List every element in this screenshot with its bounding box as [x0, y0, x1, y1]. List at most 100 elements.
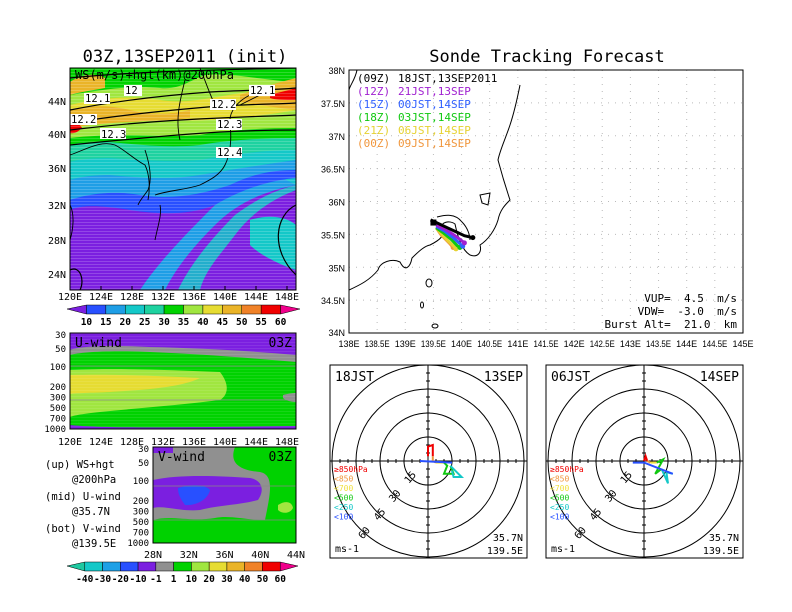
y-tick-label: 35.5N	[321, 230, 345, 240]
colorbar-label: -10	[129, 574, 146, 585]
colorbar-swatch	[155, 561, 174, 572]
legend-utc: (21Z)	[357, 124, 390, 137]
colorbar-swatch	[66, 304, 87, 315]
colorbar-swatch	[279, 561, 299, 572]
x-tick-label: 128E	[120, 292, 144, 303]
hodograph-time: 18JST	[335, 370, 374, 385]
y-tick-label: 24N	[48, 270, 66, 281]
colorbar-swatch	[86, 304, 107, 315]
x-tick-label: 139E	[395, 339, 416, 349]
x-tick-label: 136E	[182, 437, 206, 448]
ws-200hpa-map: 12 12.1 12.1 12.2 12.2 12.3 12.3 12.4	[70, 68, 296, 290]
colorbar-swatch	[144, 304, 165, 315]
y-tick-label: 44N	[48, 97, 66, 108]
x-tick-label: 144E	[676, 339, 697, 349]
landing-point	[461, 240, 467, 246]
note-mid: (mid) U-wind	[45, 491, 121, 503]
colorbar-swatch	[137, 561, 157, 572]
sonde-params: VUP= 4.5 m/s VDW= -3.0 m/s Burst Alt= 21…	[605, 292, 738, 331]
hodograph-segment	[643, 453, 649, 462]
x-tick-label: 144E	[244, 292, 268, 303]
colorbar-swatch	[262, 561, 281, 572]
track-15Z	[435, 225, 464, 248]
v-wind-label: V-wind	[158, 450, 205, 465]
y-tick-label: 34.5N	[321, 296, 345, 306]
colorbar-swatch	[120, 561, 139, 572]
colorbar-label: 10	[81, 317, 93, 328]
legend-jst: 03JST,14SEP	[398, 111, 471, 124]
hodograph-segment	[449, 465, 465, 478]
x-tick-label: 120E	[58, 437, 82, 448]
landing-point	[470, 235, 476, 241]
x-tick-label: 132E	[151, 292, 175, 303]
left-title: 03Z,13SEP2011 (init)	[83, 47, 288, 67]
x-tick-label: 141E	[507, 339, 528, 349]
colorbar-swatch	[208, 561, 228, 572]
x-tick-label: 148E	[275, 292, 299, 303]
y-tick-label: 36.5N	[321, 165, 345, 175]
colorbar-label: 1	[171, 574, 177, 585]
y-tick-label: 200	[133, 497, 149, 507]
level-legend: <500	[550, 494, 569, 503]
colorbar-label: 45	[217, 317, 229, 328]
contour-label: 12	[125, 85, 138, 97]
colorbar-swatch	[280, 304, 301, 315]
colorbar-label: 30	[221, 574, 233, 585]
colorbar-swatch	[102, 561, 121, 572]
contour-labels: 12 12.1 12.1 12.2 12.2 12.3 12.3 12.4	[70, 85, 275, 159]
y-tick-label: 1000	[127, 539, 149, 549]
y-tick-label: 50	[138, 459, 149, 469]
y-tick-label: 1000	[44, 425, 66, 435]
colorbar-swatch	[202, 304, 223, 315]
unit-label: ms-1	[335, 544, 359, 555]
note-up: (up) WS+hgt	[45, 459, 115, 471]
x-tick-label: 28N	[144, 550, 162, 561]
contour-label: 12.2	[211, 99, 236, 111]
colorbar-swatch	[183, 304, 204, 315]
y-tick-label: 300	[133, 508, 149, 518]
colorbar-label: 25	[139, 317, 151, 328]
contour-label: 12.3	[101, 129, 126, 141]
right-title: Sonde Tracking Forecast	[429, 47, 664, 67]
legend-jst: 18JST,13SEP2011	[398, 72, 497, 85]
hodograph-time: 06JST	[551, 370, 590, 385]
legend-utc: (00Z)	[357, 137, 390, 150]
x-tick-label: 143.5E	[646, 339, 671, 349]
y-tick-label: 200	[50, 383, 66, 393]
hodograph-date: 14SEP	[700, 370, 739, 385]
legend-utc: (12Z)	[357, 85, 390, 98]
x-tick-label: 148E	[275, 437, 299, 448]
y-tick-label: 38N	[328, 66, 345, 76]
hodograph-segment	[646, 460, 651, 464]
location-lat: 35.7N	[709, 533, 739, 544]
note-mid-sub: @35.7N	[72, 506, 110, 518]
x-tick-label: 128E	[120, 437, 144, 448]
x-tick-label: 120E	[58, 292, 82, 303]
track-12Z	[435, 223, 466, 245]
colorbar-swatch	[222, 304, 242, 315]
burst-alt-text: Burst Alt= 21.0 km	[605, 318, 738, 331]
contour-label: 12.3	[217, 119, 242, 131]
x-tick-label: 143E	[620, 339, 641, 349]
x-tick-label: 136E	[182, 292, 206, 303]
track-map	[349, 70, 743, 333]
x-tick-label: 142.5E	[590, 339, 615, 349]
x-tick-label: 36N	[215, 550, 233, 561]
level-legend: <100	[334, 513, 353, 522]
x-tick-label: 40N	[251, 550, 269, 561]
colorbar-label: 50	[257, 574, 269, 585]
x-tick-label: 140.5E	[477, 339, 502, 349]
legend-utc: (18Z)	[357, 111, 390, 124]
panel-notes: (up) WS+hgt @200hPa (mid) U-wind @35.7N …	[45, 459, 121, 550]
legend-jst: 09JST,14SEP	[398, 137, 471, 150]
contour-label: 12.2	[71, 114, 96, 126]
colorbar-label: 55	[255, 317, 267, 328]
y-tick-label: 100	[133, 477, 149, 487]
y-tick-label: 37N	[328, 132, 345, 142]
level-legend: <100	[550, 513, 569, 522]
colorbar-label: 15	[100, 317, 112, 328]
y-tick-label: 700	[50, 415, 66, 425]
